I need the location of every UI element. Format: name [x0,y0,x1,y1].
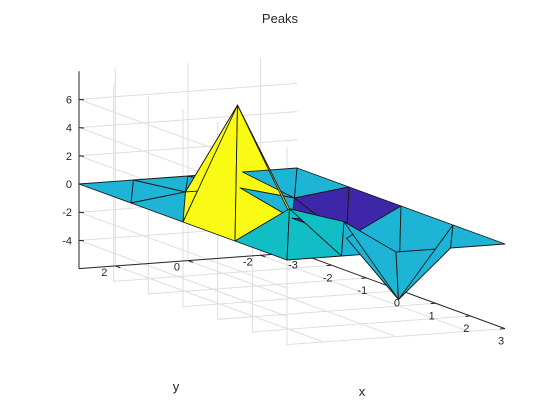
y-tick-mark [115,265,121,269]
surface-face [182,104,238,242]
y-tick-mark [187,260,194,263]
surface-face [78,179,134,204]
z-tick-label: 6 [66,94,72,106]
x-tick-label: 1 [429,310,435,322]
y-tick-label: 0 [174,262,180,274]
y-tick-label: 2 [101,267,107,279]
tick-labels: -4 -2 0 2 4 6 -2 0 2 -3 -2 -1 0 1 2 3 [62,94,504,347]
grid-line [182,109,402,308]
x-tick-label: 3 [498,336,504,348]
z-tick-label: -2 [62,207,72,219]
y-axis-label: y [173,379,180,394]
z-tick-label: 4 [66,123,72,135]
x-axis-label: x [359,384,366,399]
x-tick-label: 2 [463,323,469,335]
z-tick-label: -4 [62,235,72,247]
surface-face [450,224,506,249]
x-tick-label: -1 [357,285,367,297]
x-tick-label: 0 [394,298,400,310]
x-tick-label: -3 [288,260,298,272]
axes [78,71,506,330]
z-tick-label: 2 [66,151,72,163]
x-tick-label: -2 [323,272,333,284]
z-tick-label: 0 [66,179,72,191]
y-tick-label: -2 [243,256,253,268]
y-tick-mark [260,254,266,258]
grid-line [147,96,367,295]
grid-line [113,83,332,282]
chart-title: Peaks [262,11,299,26]
surface [78,104,506,300]
